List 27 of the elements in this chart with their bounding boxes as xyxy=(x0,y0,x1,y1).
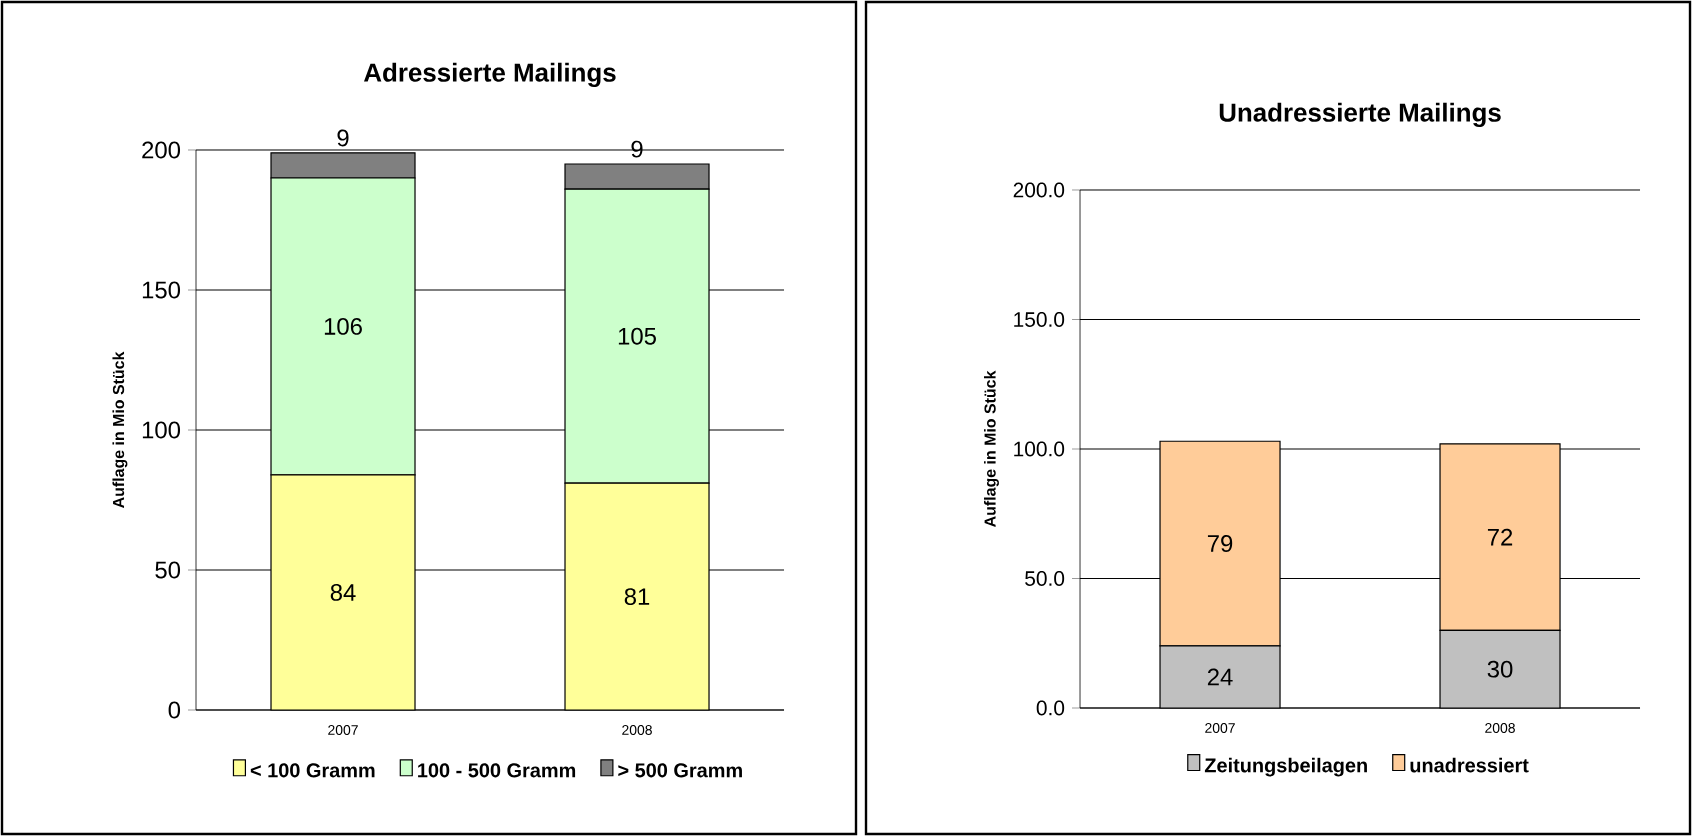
y-tick-label: 100 xyxy=(142,421,181,439)
data-label: 72 xyxy=(1487,528,1513,546)
y-tick-label: 0.0 xyxy=(1036,700,1065,716)
y-tick-label: 200.0 xyxy=(1013,182,1065,198)
legend-label: < 100 Gramm xyxy=(250,763,375,778)
data-label: 79 xyxy=(1207,535,1233,552)
data-label: 106 xyxy=(324,317,362,335)
data-label: 9 xyxy=(631,140,643,158)
data-label: 30 xyxy=(1487,660,1513,678)
chart-title: Adressierte Mailings xyxy=(363,62,616,88)
legend-label: Zeitungsbeilagen xyxy=(1204,757,1367,777)
y-tick-label: 150 xyxy=(142,281,181,299)
data-label: 81 xyxy=(624,588,650,606)
data-label: 84 xyxy=(330,583,356,601)
y-tick-label: 100.0 xyxy=(1014,441,1065,457)
y-tick-label: 150.0 xyxy=(1014,312,1065,327)
chart-title: Unadressierte Mailings xyxy=(1219,102,1501,128)
legend-label: > 500 Gramm xyxy=(618,763,742,778)
y-tick-label: 0 xyxy=(168,701,181,719)
legend-label: 100 - 500 Gramm xyxy=(418,763,576,778)
y-tick-label: 50.0 xyxy=(1025,571,1065,586)
data-label: 9 xyxy=(337,129,349,147)
y-tick-label: 200 xyxy=(142,141,181,159)
legend-label: unadressiert xyxy=(1410,757,1529,773)
data-label: 24 xyxy=(1207,668,1233,686)
y-tick-label: 50 xyxy=(155,561,181,579)
data-label: 105 xyxy=(618,327,656,345)
